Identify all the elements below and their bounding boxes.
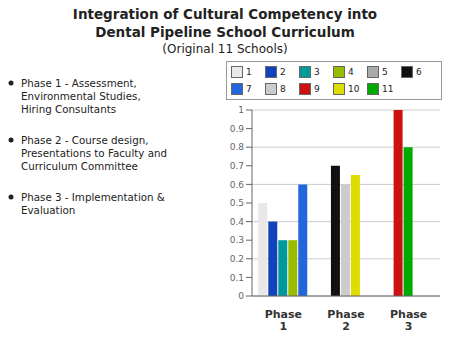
html-text:Phase 1 - Assessment, Environm: Phase 1 - Assessment, Environmental Stud… [21, 77, 141, 115]
html-text:Phase 3 - Implementation & Eva: Phase 3 - Implementation & Evaluation [21, 191, 165, 216]
html-text:11: 11 [382, 84, 394, 94]
html-text:10: 10 [348, 84, 360, 94]
html-text:Dental Pipeline School Curricu: Dental Pipeline School Curriculum [95, 24, 355, 40]
svg-text:0.1: 0.1 [230, 273, 244, 283]
svg-text:0.6: 0.6 [230, 180, 245, 190]
html-text:8: 8 [280, 84, 286, 94]
html-text:(Original 11 Schools): (Original 11 Schools) [162, 42, 288, 56]
svg-text:0: 0 [238, 291, 244, 301]
svg-text:0.4: 0.4 [230, 217, 245, 227]
html-text:1: 1 [246, 67, 252, 77]
svg-text:0.9: 0.9 [230, 124, 245, 134]
svg-text:0.5: 0.5 [230, 198, 244, 208]
html-text:4: 4 [348, 67, 354, 77]
html-text:2: 2 [280, 67, 286, 77]
html-text:3: 3 [314, 67, 320, 77]
svg-text:0.3: 0.3 [230, 235, 244, 245]
svg-text:0.8: 0.8 [230, 142, 245, 152]
html-text:Phase 2 - Course design, Prese: Phase 2 - Course design, Presentations t… [21, 134, 167, 172]
html-text:Integration of Cultural Compet: Integration of Cultural Competency into [72, 6, 378, 22]
html-text:5: 5 [382, 67, 388, 77]
svg-text:1: 1 [238, 105, 244, 115]
html-text:7: 7 [246, 84, 252, 94]
html-text:9: 9 [314, 84, 320, 94]
html-text:6: 6 [416, 67, 422, 77]
svg-text:Phase2: Phase2 [327, 308, 364, 330]
svg-text:0.2: 0.2 [230, 254, 244, 264]
svg-text:Phase3: Phase3 [390, 308, 427, 330]
svg-text:Phase1: Phase1 [265, 308, 302, 330]
svg-text:0.7: 0.7 [230, 161, 244, 171]
